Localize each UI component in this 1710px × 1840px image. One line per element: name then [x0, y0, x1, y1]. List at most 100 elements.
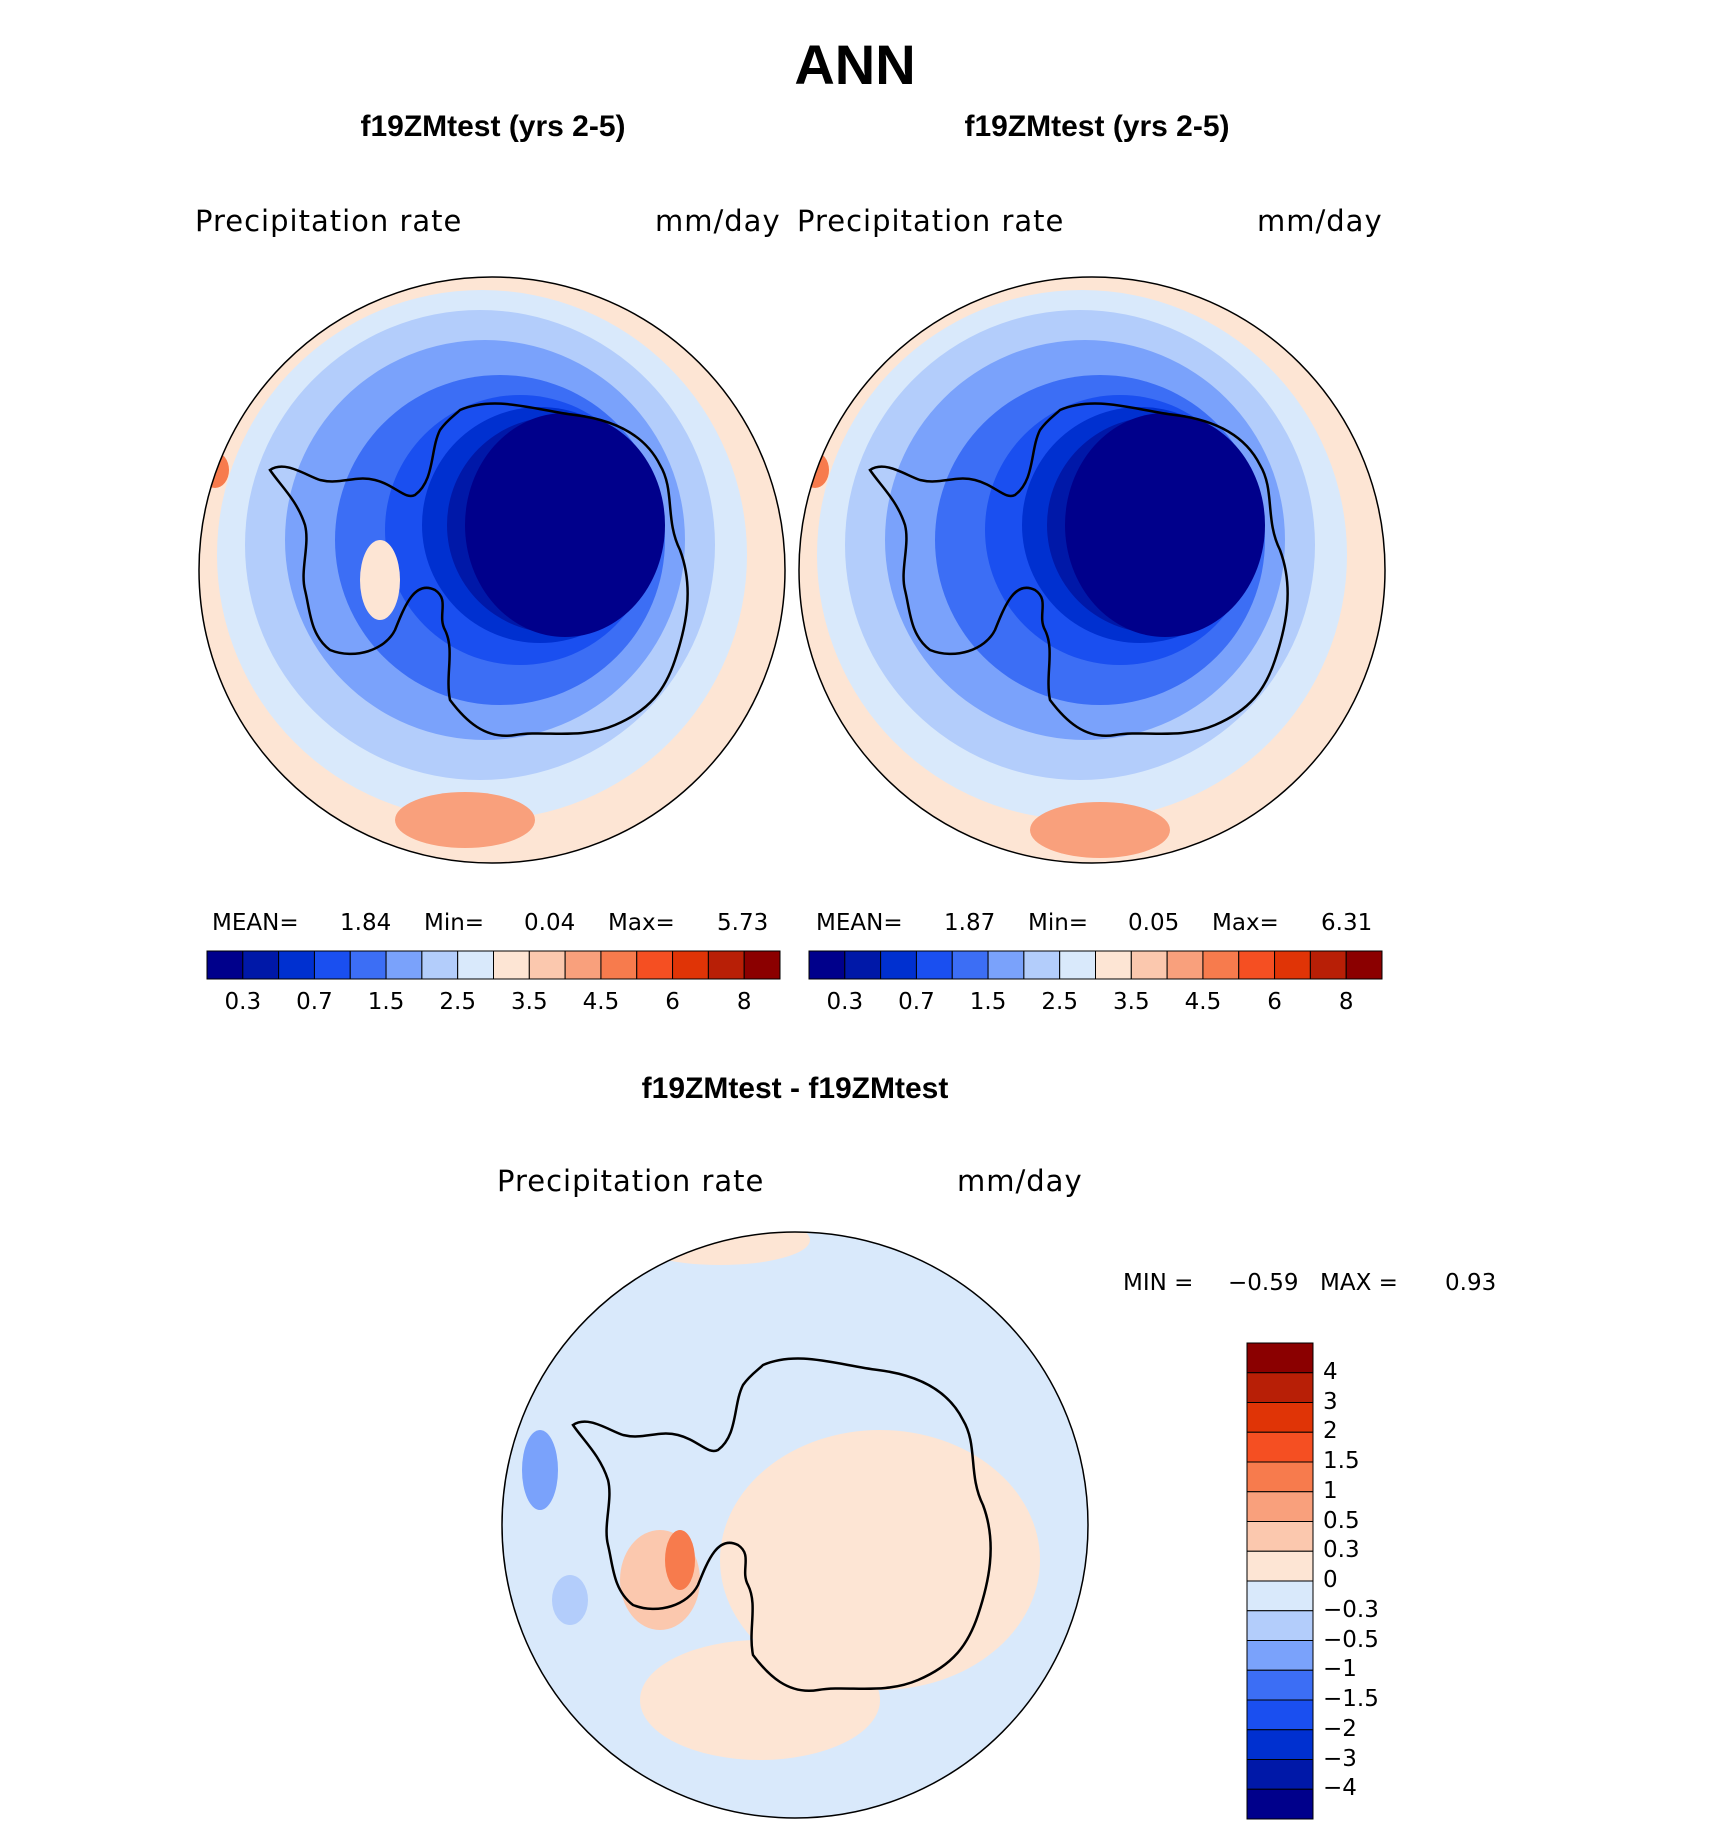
panel-1-units: mm/day: [655, 204, 781, 238]
colorbar-diff-tick-label: 1.5: [1323, 1448, 1360, 1474]
colorbar-panel-2-swatch: [1274, 950, 1311, 980]
panel-2-title: f19ZMtest (yrs 2-5): [964, 110, 1230, 143]
colorbar-diff-swatch: [1246, 1669, 1314, 1701]
panel-1-mean-label: MEAN=: [212, 910, 299, 936]
colorbar-panel-1-swatch: [313, 950, 351, 980]
colorbar-diff-swatch: [1246, 1461, 1314, 1493]
colorbar-panel-2-swatch: [987, 950, 1025, 980]
colorbar-panel-2-tick-label: 4.5: [1184, 989, 1222, 1015]
colorbar-panel-1-swatch: [278, 950, 315, 980]
colorbar-panel-1-tick-label: 1.5: [367, 989, 405, 1015]
map-panel-1: [199, 277, 785, 863]
colorbar-panel-1-swatch: [564, 950, 602, 980]
colorbar-panel-1-swatch: [636, 950, 674, 980]
map-panel-1-border: [198, 276, 786, 864]
figure-title: ANN: [794, 33, 916, 96]
colorbar-diff: [1246, 1342, 1314, 1820]
colorbar-panel-2-tick-label: 1.5: [969, 989, 1007, 1015]
colorbar-panel-1-tick-label: 8: [736, 989, 752, 1015]
diff-max-label: MAX =: [1320, 1270, 1398, 1296]
colorbar-diff-swatch: [1246, 1610, 1314, 1641]
panel-2-mean-label: MEAN=: [816, 910, 903, 936]
colorbar-panel-1-tick-label: 0.3: [224, 989, 262, 1015]
colorbar-panel-2-swatch: [880, 950, 917, 980]
colorbar-panel-1-tick-label: 3.5: [511, 989, 548, 1015]
colorbar-diff-swatch: [1246, 1759, 1314, 1790]
colorbar-diff-tick-label: −4: [1323, 1775, 1357, 1802]
panel-1-min-label: Min=: [424, 910, 485, 936]
panel-2-min-label: Min=: [1028, 910, 1089, 936]
colorbar-panel-2-swatch: [1023, 950, 1061, 980]
colorbar-panel-1-swatch: [528, 950, 566, 980]
panel-1-variable: Precipitation rate: [195, 204, 463, 238]
colorbar-panel-2-swatch: [844, 950, 882, 980]
colorbar-diff-tick-label: 1: [1323, 1477, 1338, 1504]
panel-2-variable: Precipitation rate: [797, 204, 1065, 238]
colorbar-panel-2-swatch: [915, 950, 953, 980]
colorbar-diff-swatch: [1246, 1788, 1314, 1820]
colorbar-diff-tick-label: 0: [1323, 1567, 1338, 1593]
panel-2-min-value: 0.05: [1128, 910, 1180, 936]
colorbar-panel-1-tick-label: 2.5: [439, 989, 476, 1015]
colorbar-diff-tick-label: −1.5: [1323, 1686, 1379, 1712]
colorbar-panel-1-swatch: [385, 950, 423, 980]
panel-1-title: f19ZMtest (yrs 2-5): [360, 110, 626, 143]
panel-1-max-value: 5.73: [717, 910, 769, 936]
colorbar-panel-1-tick-label: 6: [665, 989, 680, 1015]
colorbar-panel-1-swatch: [672, 950, 709, 980]
map-diff-border: [501, 1231, 1089, 1819]
colorbar-panel-2-tick-label: 6: [1267, 989, 1282, 1015]
colorbar-panel-2-swatch: [1238, 950, 1276, 980]
diff-min-value: −0.59: [1228, 1270, 1299, 1296]
colorbar-panel-1-swatch: [206, 950, 244, 980]
colorbar-diff-tick-label: 4: [1323, 1358, 1338, 1385]
panel-2-units: mm/day: [1257, 204, 1383, 238]
colorbar-panel-1-tick-label: 0.7: [296, 989, 333, 1015]
colorbar-panel-2-swatch: [1309, 950, 1347, 980]
colorbar-panel-1-swatch: [600, 950, 638, 980]
panel-1-min-value: 0.04: [524, 910, 576, 936]
map-diff: [502, 1232, 1088, 1818]
panel-1-mean-value: 1.84: [340, 910, 392, 936]
colorbar-panel-2-swatch: [951, 950, 989, 980]
colorbar-diff-tick-label: 0.3: [1323, 1537, 1360, 1564]
colorbar-panel-1-swatch: [242, 950, 280, 980]
panel-2-max-label: Max=: [1212, 910, 1279, 936]
colorbar-diff-swatch: [1246, 1699, 1314, 1731]
colorbar-diff-tick-label: 0.5: [1323, 1507, 1360, 1534]
colorbar-panel-2-tick-label: 0.3: [826, 989, 864, 1015]
colorbar-diff-tick-label: −3: [1323, 1745, 1357, 1772]
map-panel-2-border: [798, 276, 1386, 864]
colorbar-diff-tick-label: −0.5: [1323, 1626, 1379, 1653]
colorbar-diff-tick-label: −0.3: [1323, 1596, 1379, 1623]
panel-2-max-value: 6.31: [1321, 910, 1373, 936]
colorbar-diff-tick-label: −2: [1323, 1715, 1357, 1742]
colorbar-panel-2-tick-label: 0.7: [898, 989, 935, 1015]
map-panel-2: [799, 277, 1385, 863]
colorbar-panel-2: [808, 950, 1383, 980]
colorbar-diff-swatch: [1246, 1431, 1314, 1463]
colorbar-panel-1-swatch: [457, 950, 494, 980]
diff-title: f19ZMtest - f19ZMtest: [641, 1072, 949, 1105]
colorbar-diff-swatch: [1246, 1640, 1314, 1671]
colorbar-panel-1-swatch: [421, 950, 459, 980]
colorbar-panel-1-tick-label: 4.5: [582, 989, 620, 1015]
colorbar-diff-swatch: [1246, 1580, 1314, 1612]
colorbar-panel-2-swatch: [1130, 950, 1168, 980]
colorbar-panel-1-swatch: [493, 950, 530, 980]
colorbar-diff-swatch: [1246, 1550, 1314, 1582]
colorbar-diff-tick-label: 3: [1323, 1388, 1338, 1415]
colorbar-panel-2-swatch: [1059, 950, 1096, 980]
diff-max-value: 0.93: [1445, 1270, 1497, 1296]
diff-units: mm/day: [957, 1164, 1083, 1198]
panel-2-mean-value: 1.87: [944, 910, 996, 936]
colorbar-diff-swatch: [1246, 1491, 1314, 1522]
colorbar-panel-2-tick-label: 8: [1338, 989, 1354, 1015]
colorbar-panel-1-swatch: [743, 950, 781, 980]
colorbar-panel-2-tick-label: 3.5: [1113, 989, 1150, 1015]
colorbar-panel-1-swatch: [349, 950, 387, 980]
colorbar-diff-swatch: [1246, 1521, 1314, 1552]
colorbar-diff-swatch: [1246, 1342, 1314, 1374]
colorbar-panel-1-swatch: [707, 950, 745, 980]
colorbar-panel-2-swatch: [1166, 950, 1204, 980]
